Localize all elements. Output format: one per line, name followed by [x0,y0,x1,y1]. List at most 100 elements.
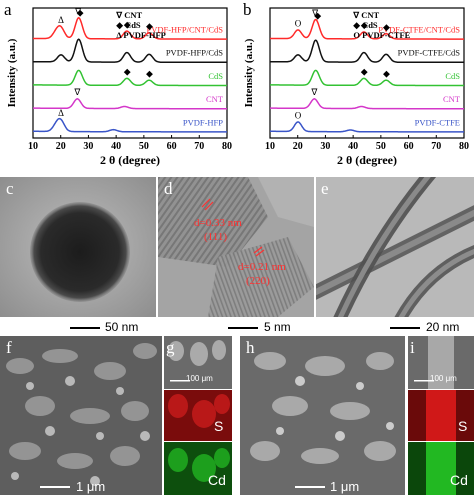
scalebar-i-label: 100 μm [430,374,457,383]
peak-marker-6: ◆ [146,68,153,78]
sem-image-i: 100 μm [408,336,474,389]
scalebar-d-label: 5 nm [264,320,291,334]
scalebar-h-label: 1 μm [330,479,360,494]
series-label-cds: CdS [445,71,460,81]
series-line-cds [33,69,227,87]
particle-sphere [30,202,130,302]
legend-entry-2: O PVDF-CTFE [353,30,410,40]
series-label-pvdf-hfp-cds: PVDF-HFP/CdS [166,48,223,58]
panel-label-e: e [321,179,329,198]
xrd-chart-a-svg: PVDF-HFP/CNT/CdS PVDF-HFP/CdS CdS CNT PVDF-H… [6,6,232,167]
y-axis-label: Intensity (a.u.) [243,38,255,107]
peak-marker-2: ◆ [77,8,84,18]
series-label-cnt: CNT [443,94,461,104]
series-line-pvdf-ctfe-cnt-cds [269,18,464,40]
x-axis-label: 2 θ (degree) [337,153,397,167]
panel-label-g: g [166,338,175,357]
cadmium-map-g: Cd [164,442,232,495]
x-tick-label-4: 50 [139,141,149,152]
hrtem-label-2: d=0.21 nm [238,261,286,273]
x-tick-label-0: 10 [28,141,38,152]
sem-image-g: 100 μm [164,336,232,389]
sem-h-svg [240,336,405,495]
peak-marker-0: O [295,18,302,28]
hrtem-label-1: d=0.33 nm [194,217,242,229]
chart-frame [269,7,465,139]
series-label-pvdf-hfp: PVDF-HFP [183,117,223,127]
legend-entry-1: ◆ CdS [352,20,378,30]
peak-marker-3: ◆ [124,19,131,29]
peak-marker-2: ◆ [314,11,321,21]
panel-label-b: b [243,0,252,19]
map-label-cd-g: Cd [208,472,226,488]
series-label-pvdf-ctfe-cds: PVDF-CTFE/CdS [398,48,461,58]
scalebar-f-label: 1 μm [76,479,106,494]
sem-image-f: 1 μm [0,336,162,495]
tem-sphere-svg [0,177,156,317]
series-label-pvdf-hfp-cnt-cds: PVDF-HFP/CNT/CdS [146,25,223,35]
sem-f-svg [0,336,162,495]
map-label-cd-i: Cd [450,472,468,488]
panel-label-h: h [246,338,255,357]
x-tick-label-6: 70 [194,141,204,152]
sem-g-svg [164,336,232,389]
scalebar-e-label: 20 nm [426,320,460,334]
hrtem-plane-2: (220) [246,275,270,287]
series-line-pvdf-hfp [33,117,227,133]
x-tick-label-2: 30 [320,141,330,152]
peak-marker-1: ∇ [311,8,319,18]
panel-label-d: d [164,179,173,198]
peak-marker-5: ◆ [361,67,368,77]
sulfur-map-i: S [408,390,474,441]
series-line-pvdf-ctfe-cds [270,39,464,64]
legend-entry-0: ∇ CNT [352,10,379,20]
x-tick-label-7: 80 [459,141,469,152]
x-tick-label-3: 40 [348,141,358,152]
series-line-pvdf-hfp-cds [33,38,227,64]
series-line-cnt [270,98,464,110]
series-line-pvdf-hfp-cnt-cds [32,16,227,40]
peak-marker-8: Δ [58,108,64,118]
legend-entry-1: ◆ CdS [115,20,141,30]
chart-frame [32,7,228,139]
peak-marker-7: ∇ [310,87,318,97]
peak-marker-6: ◆ [383,68,390,78]
x-tick-label-5: 60 [167,141,177,152]
x-axis-label: 2 θ (degree) [100,153,160,167]
peak-marker-7: ∇ [73,87,81,97]
series-line-cnt [33,98,227,110]
series-label-pvdf-ctfe-cnt-cds: PVDF-CTFE/CNT/CdS [378,25,460,35]
x-tick-label-1: 20 [56,141,66,152]
xrd-chart-b: PVDF-CTFE/CNT/CdS PVDF-CTFE/CdS CdS CNT PVDF… [237,0,474,175]
x-tick-label-6: 70 [431,141,441,152]
series-label-pvdf-ctfe: PVDF-CTFE [415,117,460,127]
map-label-s-g: S [214,418,224,434]
scalebar-c-label: 50 nm [105,320,139,334]
peak-marker-1: ∇ [74,6,82,16]
xrd-chart-b-svg: PVDF-CTFE/CNT/CdS PVDF-CTFE/CdS CdS CNT PVDF… [243,7,469,167]
series-line-pvdf-ctfe [270,121,464,133]
sem-image-h: 1 μm [240,336,405,495]
sulfur-map-g: S [164,390,232,441]
peak-marker-0: Δ [58,15,64,25]
x-tick-label-3: 40 [111,141,121,152]
x-tick-label-2: 30 [83,141,93,152]
nanotube-svg [316,177,474,317]
panel-label-f: f [6,338,12,357]
peak-marker-4: ◆ [383,22,390,32]
x-tick-label-0: 10 [265,141,275,152]
cadmium-map-i: Cd [408,442,474,495]
x-tick-label-7: 80 [222,141,232,152]
x-tick-label-4: 50 [376,141,386,152]
xrd-chart-a: PVDF-HFP/CNT/CdS PVDF-HFP/CdS CdS CNT PVDF-H… [0,0,237,175]
panel-label-c: c [6,179,14,198]
x-tick-label-5: 60 [404,141,414,152]
peak-marker-5: ◆ [124,67,131,77]
peak-marker-4: ◆ [146,21,153,31]
hrtem-image-d: d=0.33 nm (111) d=0.21 nm (220) [158,177,314,317]
y-axis-label: Intensity (a.u.) [6,38,18,107]
scalebar-g-label: 100 μm [186,374,213,383]
sem-i-svg [408,336,474,389]
tem-image-c [0,177,156,317]
tem-image-e [316,177,474,317]
